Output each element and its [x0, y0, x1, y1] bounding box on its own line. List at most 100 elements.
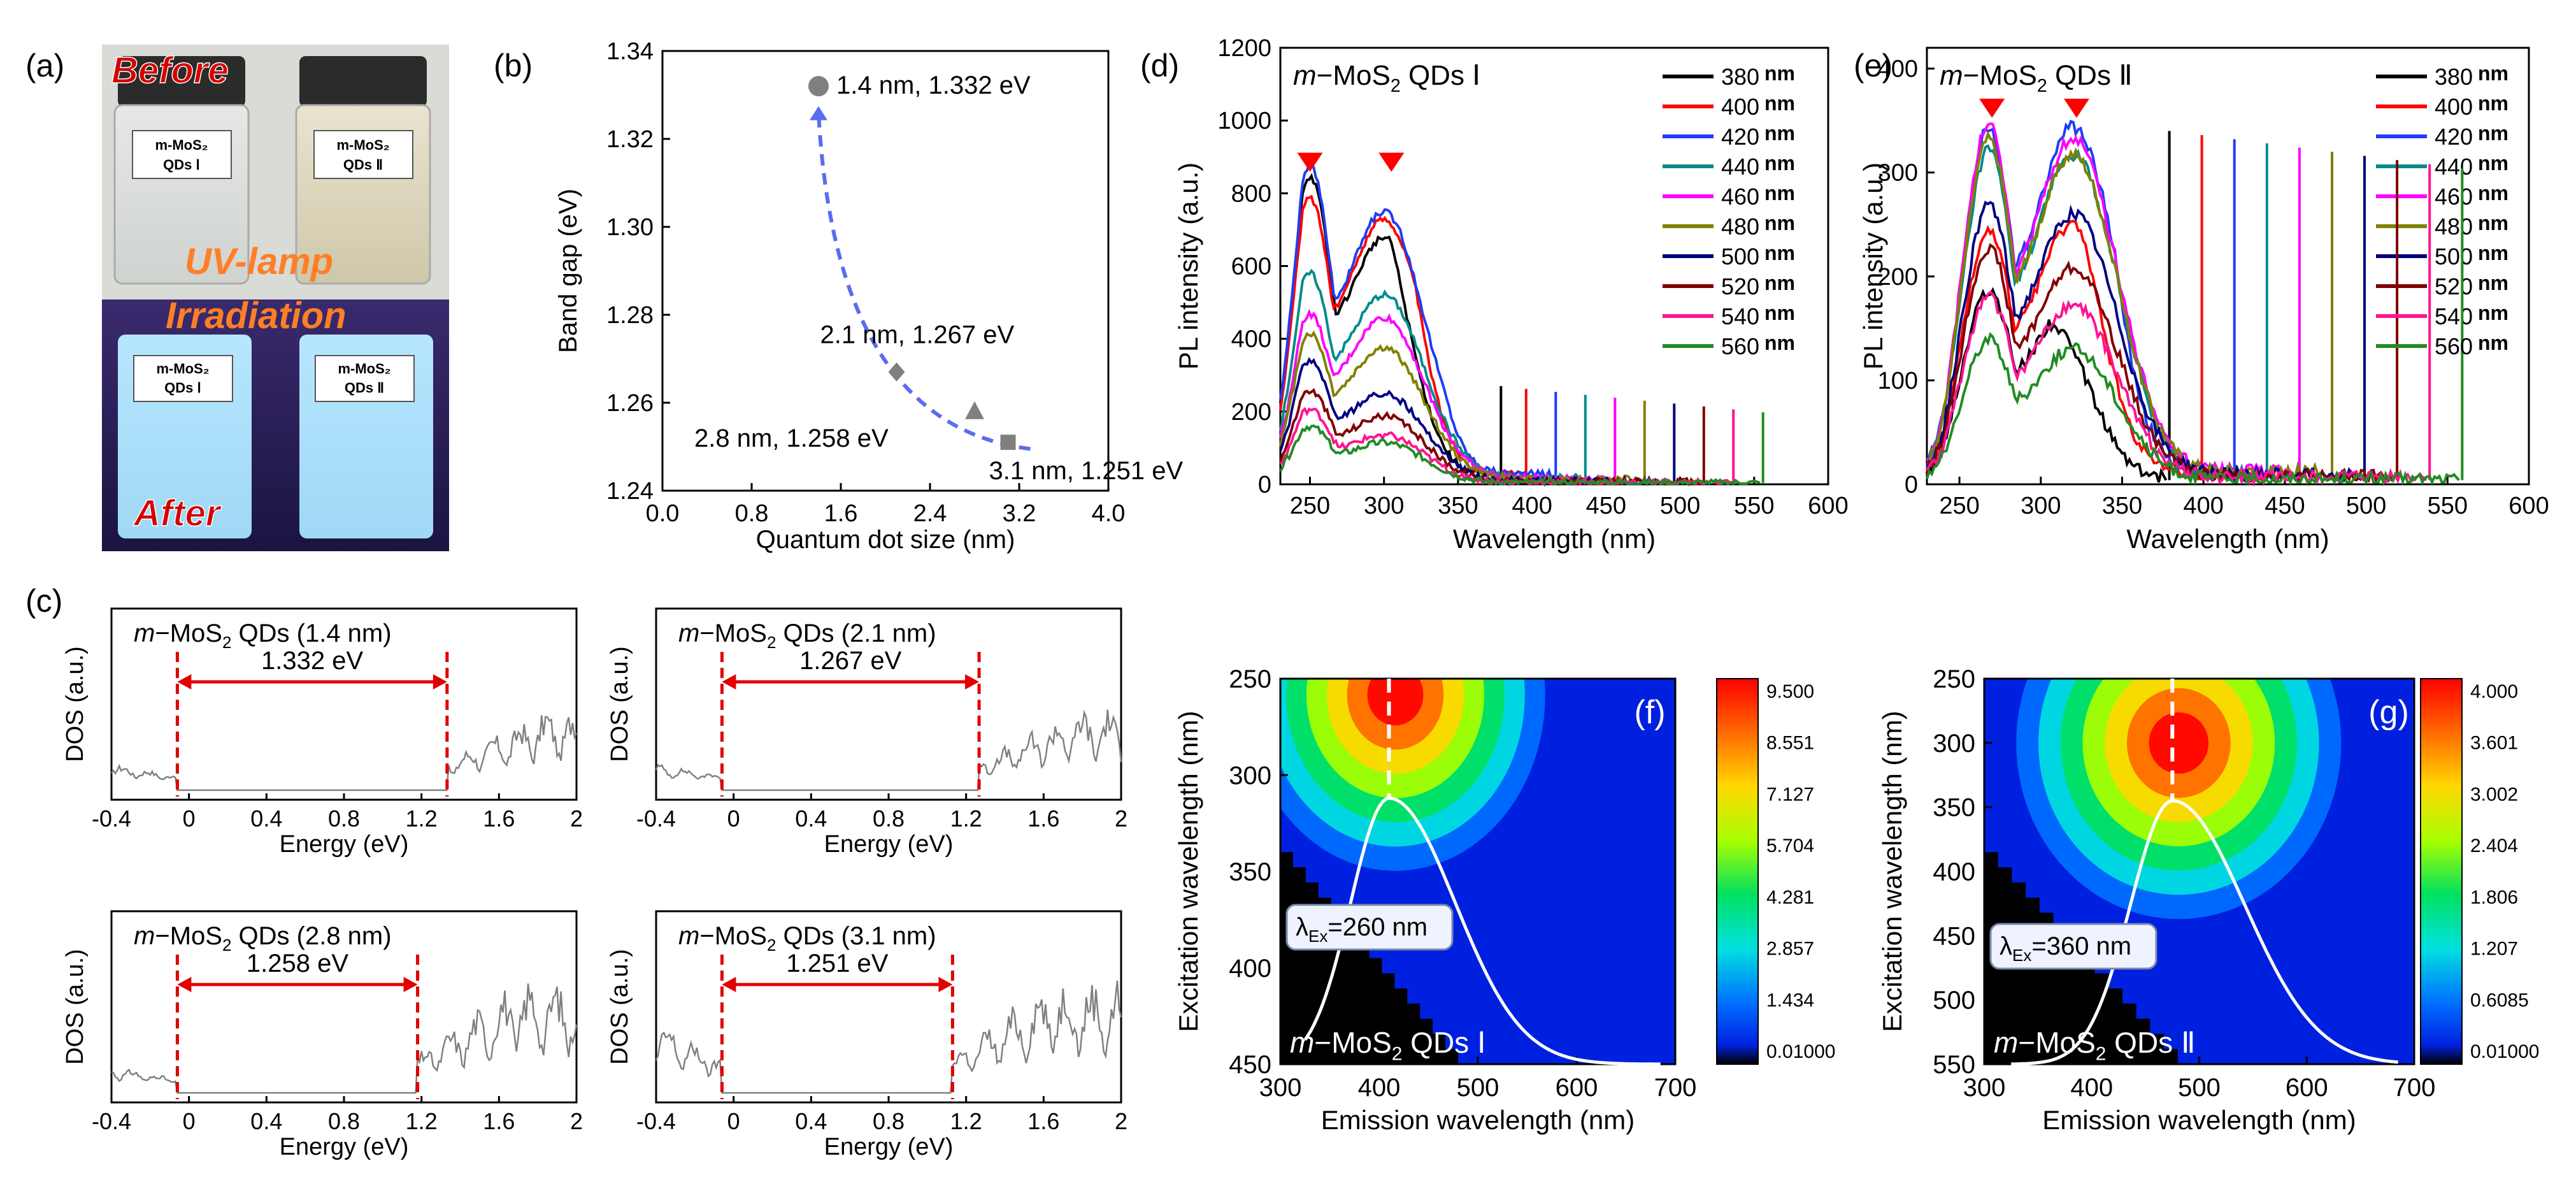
- panel-label-e: (e): [1854, 48, 1893, 83]
- y-tick-label: 1000: [1217, 108, 1271, 134]
- y-tick-label: 1.24: [606, 478, 654, 505]
- x-tick-label: 3.2: [1003, 500, 1036, 527]
- legend-value: 520: [2435, 273, 2473, 300]
- x-tick-label: 500: [2346, 493, 2386, 519]
- x-axis-label: Emission wavelength (nm): [1321, 1105, 1635, 1135]
- dos-charts: -0.4 0 0.4 0.8 1.2 1.6 2 Energy (eV) DOS (a.u.) m…: [62, 607, 1127, 1160]
- dos-curve: [655, 709, 1122, 791]
- x-tick-label: 350: [1438, 493, 1478, 519]
- y-axis-label: Excitation wavelength (nm): [1877, 711, 1907, 1032]
- legend-unit: nm: [2478, 92, 2508, 115]
- panel-label-b: (b): [494, 48, 533, 83]
- y-tick-label: 1.26: [606, 390, 654, 417]
- x-tick-label: 0.8: [328, 805, 360, 832]
- x-tick-label: 300: [1259, 1074, 1302, 1102]
- pl-series-480: [1279, 330, 1646, 485]
- data-point: [888, 362, 905, 382]
- y-tick-label: 400: [1229, 955, 1271, 983]
- x-tick-label: 0.4: [795, 1108, 827, 1134]
- x-tick-label: 2: [1115, 805, 1127, 832]
- legend-value: 440: [2435, 154, 2473, 180]
- colorbar-label: 7.127: [1766, 784, 1814, 805]
- legend-value: 380: [2435, 64, 2473, 90]
- heatmap-area: [1984, 679, 2414, 1064]
- emission-spectrum-curve: [1303, 797, 1661, 1066]
- y-tick-label: 450: [1933, 922, 1975, 950]
- y-tick-label: 1.28: [606, 302, 654, 329]
- panel-label-d: (d): [1140, 48, 1179, 83]
- dos-curve: [111, 983, 578, 1094]
- legend-value: 420: [1721, 124, 1759, 150]
- colorbar-label: 1.207: [2470, 939, 2518, 960]
- data-label: 3.1 nm, 1.251 eV: [989, 457, 1184, 485]
- x-axis-label: Energy (eV): [280, 1134, 409, 1160]
- vial-label: [132, 130, 232, 179]
- colorbar-label: 2.404: [2470, 835, 2518, 856]
- x-tick-label: 400: [1358, 1074, 1401, 1102]
- legend-unit: nm: [1764, 152, 1795, 175]
- plot-frame: [1926, 47, 2530, 486]
- x-axis-label: Quantum dot size (nm): [756, 526, 1015, 554]
- colorbar-label: 1.434: [1766, 990, 1814, 1011]
- x-tick-label: 1.6: [1027, 1108, 1059, 1134]
- y-axis-label: DOS (a.u.): [62, 949, 89, 1065]
- colorbar-label: 5.704: [1766, 835, 1814, 856]
- dos-title: m−MoS2 QDs (2.1 nm): [678, 619, 936, 652]
- vial-cap: [299, 56, 427, 107]
- x-axis-label: Energy (eV): [824, 1134, 954, 1160]
- dos-curve: [655, 980, 1122, 1094]
- pl-series-560: [1926, 168, 2464, 487]
- vial-label-line2: QDs Ⅱ: [345, 380, 384, 396]
- gap-arrowhead: [938, 977, 953, 992]
- pl-chart-qd1: 250 300 350 400 450 500 550 600 0 200 400 600 800 100…: [1173, 35, 1849, 554]
- x-tick-label: -0.4: [636, 1108, 676, 1134]
- panel-label-g: (g): [2368, 694, 2409, 731]
- pl-chart-qd2: 250 300 350 400 450 500 550 600 0 100 200 300 400 Wav…: [1858, 47, 2549, 554]
- x-tick-label: 250: [1290, 493, 1330, 519]
- legend-unit: nm: [2478, 242, 2508, 264]
- legend-unit: nm: [1764, 301, 1795, 324]
- x-tick-label: 0.4: [250, 1108, 282, 1134]
- x-tick-label: 0.8: [873, 805, 905, 832]
- y-tick-label: 400: [1231, 326, 1271, 353]
- x-tick-label: 350: [2102, 493, 2142, 519]
- x-tick-label: 600: [2286, 1074, 2328, 1102]
- legend-value: 540: [2435, 303, 2473, 329]
- colorbar-label: 3.002: [2470, 784, 2518, 805]
- x-tick-label: 0: [183, 1108, 196, 1134]
- legend-value: 500: [2435, 243, 2473, 270]
- dos-panel: -0.4 0 0.4 0.8 1.2 1.6 2 Energy (eV) DOS (a.u.) m…: [606, 607, 1127, 858]
- legend-unit: nm: [1764, 62, 1795, 85]
- y-axis-label: DOS (a.u.): [62, 646, 89, 762]
- legend-unit: nm: [2478, 182, 2508, 205]
- dos-title: m−MoS2 QDs (1.4 nm): [134, 619, 392, 652]
- pl-series-460: [1926, 122, 2301, 482]
- x-axis-label: Energy (eV): [280, 831, 409, 858]
- pl-series-420: [1279, 162, 1557, 484]
- legend-unit: nm: [2478, 212, 2508, 235]
- vial-label-line2: QDs Ⅰ: [163, 157, 200, 173]
- pl-series-460: [1279, 308, 1617, 484]
- gap-arrowhead: [433, 674, 447, 689]
- vial-label: [315, 355, 415, 402]
- vial-label: [313, 130, 413, 179]
- x-tick-label: 450: [1586, 493, 1626, 519]
- y-tick-label: 200: [1231, 399, 1271, 426]
- x-tick-label: 500: [1660, 493, 1700, 519]
- y-axis-label: DOS (a.u.): [606, 949, 633, 1065]
- legend-unit: nm: [1764, 122, 1795, 145]
- legend-unit: nm: [2478, 122, 2508, 145]
- data-point: [808, 76, 829, 97]
- vial-label-line1: m-MoS₂: [338, 361, 390, 377]
- y-tick-label: 1200: [1217, 35, 1271, 62]
- x-tick-label: 0.4: [250, 805, 282, 832]
- legend-value: 460: [1721, 184, 1759, 210]
- legend-unit: nm: [1764, 212, 1795, 235]
- vial-label-line1: m-MoS₂: [155, 137, 208, 153]
- y-tick-label: 250: [1229, 665, 1271, 693]
- x-tick-label: 600: [2508, 493, 2549, 519]
- heatmap-area: [1280, 679, 1675, 1064]
- y-tick-label: 300: [1229, 761, 1271, 790]
- panel-label-a: (a): [25, 48, 64, 83]
- dos-title: m−MoS2 QDs (2.8 nm): [134, 922, 392, 955]
